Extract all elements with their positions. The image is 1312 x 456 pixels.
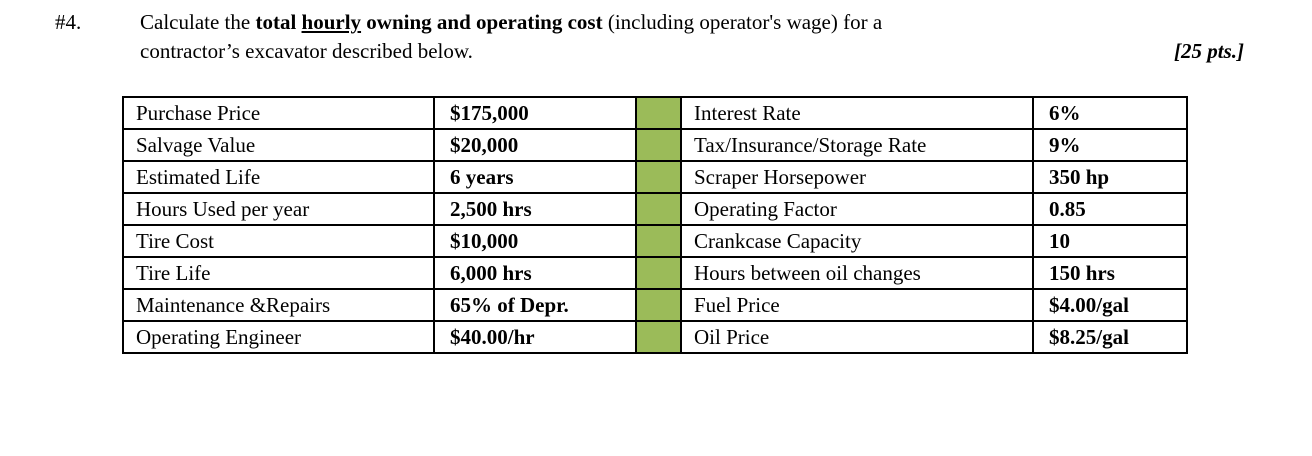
cell-left-label: Hours Used per year bbox=[122, 192, 435, 226]
cell-spacer bbox=[635, 288, 682, 322]
cell-right-value: 9% bbox=[1032, 128, 1188, 162]
cell-right-value: 150 hrs bbox=[1032, 256, 1188, 290]
cell-left-label: Purchase Price bbox=[122, 96, 435, 130]
cell-right-value: 10 bbox=[1032, 224, 1188, 258]
table-row: Maintenance &Repairs 65% of Depr. Fuel Pri… bbox=[122, 288, 1188, 322]
cell-right-label: Operating Factor bbox=[680, 192, 1034, 226]
question-line1: Calculate the total hourly owning and op… bbox=[140, 8, 1244, 37]
question-text-segment: hourly bbox=[301, 10, 362, 34]
cell-left-value: 6 years bbox=[433, 160, 637, 194]
cell-left-label: Tire Cost bbox=[122, 224, 435, 258]
cell-spacer bbox=[635, 96, 682, 130]
table-row: Tire Life 6,000 hrs Hours between oil chan… bbox=[122, 256, 1188, 290]
question-line2-row: contractor’s excavator described below. … bbox=[140, 37, 1244, 66]
cell-spacer bbox=[635, 192, 682, 226]
cell-spacer bbox=[635, 320, 682, 354]
cell-right-label: Fuel Price bbox=[680, 288, 1034, 322]
cell-right-value: $4.00/gal bbox=[1032, 288, 1188, 322]
data-table-body: Purchase Price $175,000 Interest Rate 6% Sal… bbox=[122, 96, 1188, 354]
cell-right-value: 350 hp bbox=[1032, 160, 1188, 194]
cell-left-value: 2,500 hrs bbox=[433, 192, 637, 226]
question-text-segment: Calculate the bbox=[140, 10, 256, 34]
cell-spacer bbox=[635, 160, 682, 194]
cell-left-label: Tire Life bbox=[122, 256, 435, 290]
cell-left-value: 65% of Depr. bbox=[433, 288, 637, 322]
points-label: [25 pts.] bbox=[1174, 39, 1244, 63]
cell-left-value: $175,000 bbox=[433, 96, 637, 130]
question-number: #4. bbox=[55, 10, 82, 34]
cell-right-value: 0.85 bbox=[1032, 192, 1188, 226]
table-row: Tire Cost $10,000 Crankcase Capacity 10 bbox=[122, 224, 1188, 258]
cell-right-label: Oil Price bbox=[680, 320, 1034, 354]
cell-spacer bbox=[635, 224, 682, 258]
cell-right-label: Scraper Horsepower bbox=[680, 160, 1034, 194]
cost-data-table: Purchase Price $175,000 Interest Rate 6% Sal… bbox=[122, 96, 1188, 354]
cell-left-value: $20,000 bbox=[433, 128, 637, 162]
cell-right-value: 6% bbox=[1032, 96, 1188, 130]
table-row: Purchase Price $175,000 Interest Rate 6% bbox=[122, 96, 1188, 130]
cell-left-label: Salvage Value bbox=[122, 128, 435, 162]
question-text-segment: total bbox=[255, 10, 302, 34]
cell-left-value: $40.00/hr bbox=[433, 320, 637, 354]
cell-right-label: Crankcase Capacity bbox=[680, 224, 1034, 258]
cell-spacer bbox=[635, 128, 682, 162]
cell-right-label: Interest Rate bbox=[680, 96, 1034, 130]
table-row: Salvage Value $20,000 Tax/Insurance/Storag… bbox=[122, 128, 1188, 162]
question-header: Calculate the total hourly owning and op… bbox=[140, 8, 1244, 66]
cell-left-value: $10,000 bbox=[433, 224, 637, 258]
table-row: Operating Engineer $40.00/hr Oil Price $8.2… bbox=[122, 320, 1188, 354]
cell-spacer bbox=[635, 256, 682, 290]
cell-right-value: $8.25/gal bbox=[1032, 320, 1188, 354]
cell-left-label: Maintenance &Repairs bbox=[122, 288, 435, 322]
table-row: Estimated Life 6 years Scraper Horsepower 3… bbox=[122, 160, 1188, 194]
table-row: Hours Used per year 2,500 hrs Operating Fa… bbox=[122, 192, 1188, 226]
question-line2: contractor’s excavator described below. bbox=[140, 39, 473, 63]
cell-left-label: Estimated Life bbox=[122, 160, 435, 194]
cell-right-label: Hours between oil changes bbox=[680, 256, 1034, 290]
cell-left-label: Operating Engineer bbox=[122, 320, 435, 354]
cell-right-label: Tax/Insurance/Storage Rate bbox=[680, 128, 1034, 162]
question-text-segment: (including operator's wage) for a bbox=[602, 10, 883, 34]
question-text-segment: owning and operating cost bbox=[361, 10, 603, 34]
cell-left-value: 6,000 hrs bbox=[433, 256, 637, 290]
